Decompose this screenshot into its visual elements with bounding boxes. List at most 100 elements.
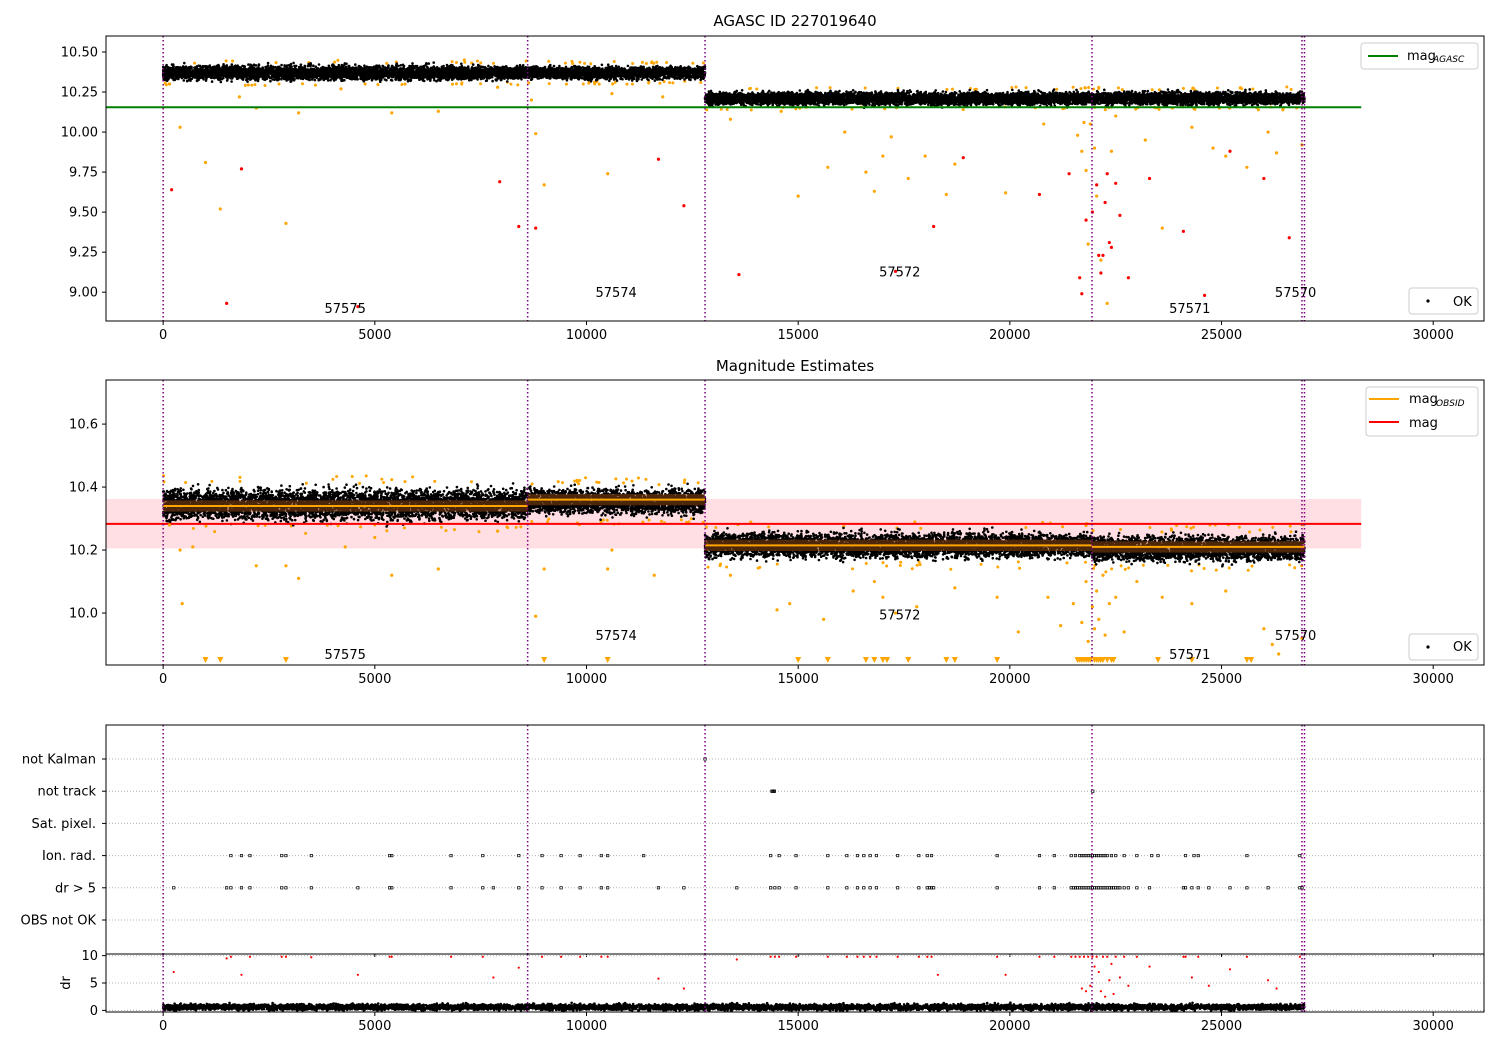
x-tick-label: 15000 xyxy=(777,1019,818,1034)
ok-points-cloud xyxy=(1090,88,1306,108)
suspect-point xyxy=(1024,86,1028,90)
suspect-point xyxy=(641,520,645,524)
suspect-point xyxy=(1114,114,1118,118)
x-tick-label: 30000 xyxy=(1413,672,1454,687)
dr-outlier-point xyxy=(1095,955,1098,958)
dr-outlier-point xyxy=(1110,962,1113,965)
suspect-point xyxy=(452,528,456,532)
suspect-point xyxy=(944,192,948,197)
below-range-marker xyxy=(202,657,209,663)
bad-point xyxy=(1287,236,1291,240)
x-tick-label: 25000 xyxy=(1201,1019,1242,1034)
suspect-point xyxy=(479,61,483,65)
suspect-point xyxy=(893,611,898,615)
suspect-point xyxy=(1123,567,1127,571)
flag-marker xyxy=(1118,886,1122,890)
suspect-point xyxy=(1246,568,1250,572)
x-tick-label: 0 xyxy=(159,1019,167,1034)
y-tick-label: 9.00 xyxy=(69,286,98,301)
panel-mag-plot: 57575 57574 57572 57571 57570 xyxy=(106,380,1362,665)
suspect-point xyxy=(505,525,509,529)
y-tick-label: 10.2 xyxy=(69,544,98,559)
suspect-point xyxy=(889,135,893,139)
y-tick-label: 10.0 xyxy=(69,607,98,622)
dr-outlier-point xyxy=(1084,990,1088,993)
panel-mag-legend-bottom: OK xyxy=(1408,633,1479,661)
suspect-point xyxy=(203,160,208,165)
suspect-point xyxy=(863,86,867,90)
suspect-point xyxy=(402,526,406,530)
suspect-point xyxy=(516,83,520,87)
suspect-point xyxy=(630,82,634,86)
suspect-point xyxy=(385,61,389,65)
suspect-point xyxy=(597,481,601,485)
suspect-point xyxy=(479,82,483,86)
suspect-point xyxy=(547,517,551,521)
suspect-point xyxy=(1024,525,1028,529)
dr-points-cloud xyxy=(161,1001,1306,1012)
suspect-point xyxy=(491,61,495,65)
flag-marker xyxy=(309,886,313,890)
flag-marker xyxy=(1228,886,1232,890)
suspect-point xyxy=(775,608,779,612)
suspect-point xyxy=(304,531,308,535)
bad-point xyxy=(1118,213,1122,217)
dr-outlier-point xyxy=(1190,976,1193,979)
suspect-point xyxy=(1202,566,1206,570)
suspect-point xyxy=(652,573,656,577)
suspect-point xyxy=(1092,627,1097,631)
suspect-point xyxy=(1190,601,1194,606)
flag-marker xyxy=(794,886,798,890)
suspect-point xyxy=(1004,191,1008,195)
dr-outlier-point xyxy=(1101,955,1105,958)
suspect-point xyxy=(238,475,242,479)
suspect-point xyxy=(779,109,783,113)
suspect-point xyxy=(1127,566,1131,570)
suspect-point xyxy=(460,82,464,86)
suspect-point xyxy=(450,60,454,64)
suspect-point xyxy=(1092,566,1096,570)
dr-outlier-point xyxy=(1123,955,1126,958)
legend-box xyxy=(1408,287,1479,315)
obsid-label: 57571 xyxy=(1169,302,1210,317)
suspect-point xyxy=(542,567,546,571)
bad-point xyxy=(1084,218,1088,222)
below-range-marker xyxy=(943,657,950,663)
dr-outlier-point xyxy=(1275,987,1278,990)
legend-label-sub-obsid: OBSID xyxy=(1436,399,1465,409)
y-tick-label: 10.4 xyxy=(69,481,98,496)
dr-outlier-point xyxy=(1104,995,1107,998)
dr-outlier-point xyxy=(172,970,175,974)
bad-point xyxy=(1262,176,1266,181)
suspect-point xyxy=(1251,87,1255,91)
y-tick-label: 10.50 xyxy=(61,46,98,61)
suspect-point xyxy=(1095,589,1099,593)
below-range-marker xyxy=(1243,657,1250,663)
flag-marker xyxy=(229,854,233,858)
suspect-point xyxy=(606,567,610,571)
suspect-point xyxy=(253,83,257,87)
flag-marker xyxy=(845,854,849,858)
suspect-point xyxy=(728,117,733,121)
suspect-point xyxy=(444,529,448,533)
suspect-point xyxy=(1250,564,1254,568)
suspect-point xyxy=(589,62,593,66)
suspect-point xyxy=(547,82,551,86)
suspect-point xyxy=(527,81,531,85)
suspect-point xyxy=(380,477,384,481)
suspect-point xyxy=(546,520,550,524)
suspect-point xyxy=(218,207,222,211)
flag-marker xyxy=(1122,854,1126,858)
dr-outlier-point xyxy=(240,973,243,976)
legend-dot-ok xyxy=(1426,299,1430,303)
bad-point xyxy=(1126,276,1130,280)
suspect-point xyxy=(297,576,301,580)
suspect-point xyxy=(578,60,582,64)
suspect-point xyxy=(1055,87,1059,91)
suspect-point xyxy=(1119,527,1123,531)
suspect-point xyxy=(1293,566,1297,570)
flag-marker xyxy=(284,886,288,890)
flag-marker xyxy=(1245,886,1249,890)
suspect-point xyxy=(519,525,523,529)
x-tick-label: 0 xyxy=(159,672,167,687)
